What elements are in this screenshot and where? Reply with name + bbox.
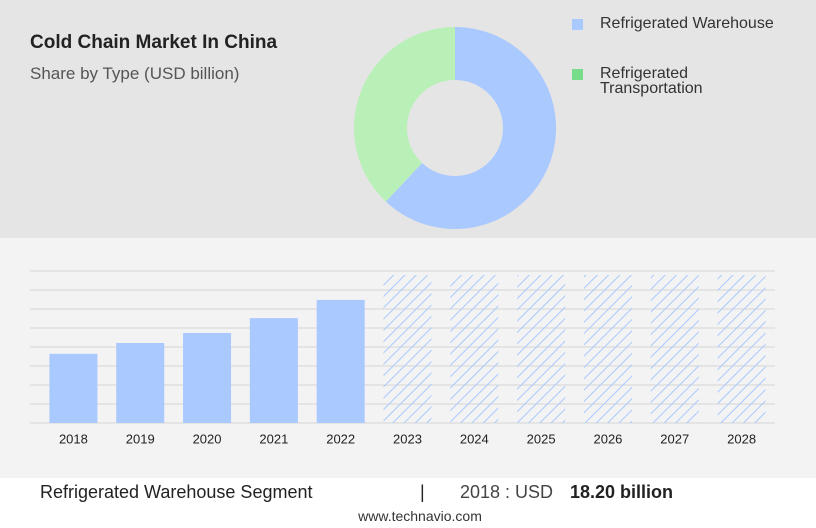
x-tick-label: 2023 [393,431,422,446]
donut-segment [385,27,556,229]
forecast-bar [650,275,699,423]
forecast-bar [517,275,566,423]
forecast-bar [383,275,432,423]
footer-year: 2018 : USD [460,482,554,502]
x-tick-label: 2018 [59,431,88,446]
x-tick-label: 2028 [727,431,756,446]
x-tick-label: 2021 [259,431,288,446]
bar-chart: 2018 2019 2020 2021 2022 2023 2024 2025 2026 2027… [30,270,775,446]
chart-title: Cold Chain Market In China [30,32,278,53]
bar [183,332,232,423]
legend-label: Refrigerated Warehouse [600,15,774,32]
bar [249,318,298,423]
source: www.technavio.com [358,508,482,524]
forecast-bar [583,275,632,423]
bar [316,299,365,423]
x-tick-label: 2024 [460,431,489,446]
x-tick-label: 2026 [593,431,622,446]
legend-swatch [572,19,583,30]
x-tick-label: 2019 [126,431,155,446]
x-tick-label: 2022 [326,431,355,446]
donut-chart [354,27,556,229]
forecast-bar [450,275,499,423]
legend-label: Refrigerated Transportation [600,65,703,97]
footer-segment: Refrigerated Warehouse Segment [40,482,313,502]
legend-swatch [572,69,583,80]
x-tick-label: 2027 [660,431,689,446]
x-tick-label: 2020 [193,431,222,446]
forecast-bar [717,275,766,423]
chart-subtitle: Share by Type (USD billion) [30,64,240,83]
x-tick-label: 2025 [527,431,556,446]
donut-segment [354,27,455,202]
footer-value: 18.20 billion [570,482,674,502]
bar [116,343,165,423]
footer-separator: | [420,482,425,502]
bar [49,353,98,423]
